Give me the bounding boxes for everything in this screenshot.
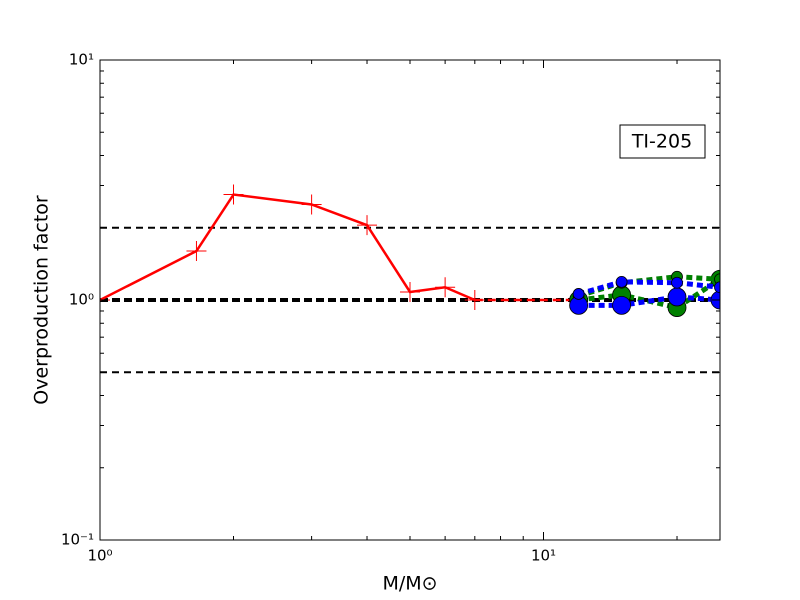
marker (714, 281, 720, 294)
marker (186, 241, 207, 262)
marker (301, 194, 322, 215)
marker (357, 215, 378, 236)
annotation-box (619, 124, 706, 159)
marker (671, 276, 683, 289)
marker (612, 295, 632, 315)
x-tick-label: 10⁰ (87, 547, 112, 565)
marker (400, 281, 420, 302)
annotation: TI-205 (631, 131, 692, 153)
marker (435, 277, 456, 298)
x-axis-label: M/M⊙ (382, 573, 437, 595)
series-line (578, 294, 720, 308)
y-axis-label: Overproduction factor (31, 195, 53, 405)
marker (667, 287, 687, 307)
marker (615, 275, 628, 288)
x-tick-label: 10¹ (531, 547, 556, 565)
marker (223, 184, 244, 205)
series-line (100, 193, 476, 302)
y-tick-label: 10⁻¹ (61, 531, 94, 549)
y-tick-label: 10⁰ (69, 291, 94, 309)
y-tick-label: 10¹ (69, 51, 94, 69)
plot-area (100, 184, 720, 374)
series-line (577, 279, 720, 297)
marker (572, 288, 585, 300)
